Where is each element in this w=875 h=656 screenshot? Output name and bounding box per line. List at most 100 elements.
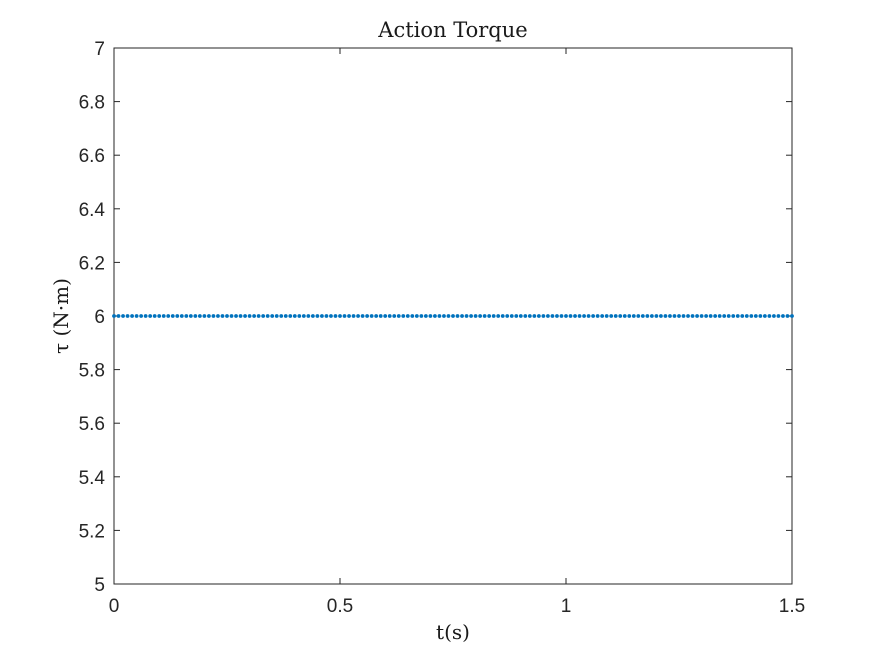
data-point <box>197 314 202 318</box>
y-tick-label: 5.4 <box>79 468 106 489</box>
data-point <box>785 314 790 318</box>
data-series-points <box>112 314 794 318</box>
data-point <box>374 314 379 318</box>
data-point <box>482 314 487 318</box>
data-point <box>392 314 397 318</box>
data-point <box>234 314 238 318</box>
data-point <box>261 314 266 318</box>
data-point <box>735 314 740 318</box>
data-point <box>555 314 559 318</box>
data-point <box>297 314 302 318</box>
data-point <box>600 314 605 318</box>
data-point <box>595 314 600 318</box>
data-point <box>347 314 351 318</box>
data-point <box>523 314 528 318</box>
data-point <box>527 314 532 318</box>
x-tick-label: 0.5 <box>327 596 353 617</box>
data-point <box>252 314 257 318</box>
data-point <box>591 314 596 318</box>
data-point <box>776 314 781 318</box>
data-point <box>265 314 270 318</box>
data-point <box>148 314 153 318</box>
data-point <box>663 314 668 318</box>
data-point <box>491 314 496 318</box>
data-point <box>247 314 252 318</box>
data-point <box>333 314 338 318</box>
data-point <box>243 314 247 318</box>
data-point <box>170 314 175 318</box>
data-point <box>582 314 586 318</box>
data-point <box>270 314 275 318</box>
data-point <box>546 314 550 318</box>
y-tick-label: 5.8 <box>79 361 105 382</box>
data-point <box>772 314 776 318</box>
data-point <box>130 314 134 318</box>
data-point <box>758 314 763 318</box>
data-point <box>396 314 401 318</box>
data-point <box>668 314 672 318</box>
data-point <box>405 314 410 318</box>
data-point <box>695 314 699 318</box>
data-point <box>310 314 315 318</box>
data-point <box>279 314 284 318</box>
data-point <box>455 314 460 318</box>
x-tick-label: 1 <box>561 596 572 617</box>
data-point <box>609 314 614 318</box>
data-point <box>365 314 370 318</box>
data-point <box>338 314 342 318</box>
data-point <box>790 314 794 318</box>
data-point <box>414 314 419 318</box>
x-tick-label: 1.5 <box>779 596 805 617</box>
data-point <box>179 314 184 318</box>
data-point <box>211 314 216 318</box>
data-point <box>713 314 718 318</box>
data-point <box>202 314 207 318</box>
data-point <box>586 314 591 318</box>
data-point <box>469 314 473 318</box>
data-point <box>726 314 731 318</box>
y-tick-label: 5.6 <box>79 414 105 435</box>
data-point <box>564 314 568 318</box>
data-point <box>636 314 641 318</box>
data-point <box>573 314 577 318</box>
data-point <box>207 314 211 318</box>
data-point <box>699 314 704 318</box>
data-point <box>184 314 189 318</box>
data-point <box>225 314 229 318</box>
data-point <box>378 314 383 318</box>
data-point <box>301 314 306 318</box>
data-point <box>631 314 636 318</box>
data-point <box>451 314 455 318</box>
data-point <box>622 314 627 318</box>
data-point <box>351 314 356 318</box>
y-tick-label: 7 <box>94 39 105 60</box>
data-point <box>356 314 360 318</box>
data-point <box>446 314 451 318</box>
data-point <box>532 314 537 318</box>
data-point <box>324 314 329 318</box>
data-point <box>604 314 609 318</box>
data-point <box>686 314 690 318</box>
data-point <box>216 314 220 318</box>
data-point <box>161 314 166 318</box>
data-point <box>649 314 654 318</box>
data-point <box>125 314 130 318</box>
y-axis-label: τ (N·m) <box>49 278 73 354</box>
data-point <box>762 314 767 318</box>
data-point <box>717 314 722 318</box>
chart-title: Action Torque <box>377 18 527 42</box>
data-point <box>315 314 320 318</box>
data-point <box>500 314 505 318</box>
y-tick-label: 5 <box>94 575 105 596</box>
data-point <box>659 314 663 318</box>
data-point <box>193 314 198 318</box>
data-point <box>740 314 745 318</box>
data-point <box>460 314 464 318</box>
data-point <box>121 314 125 318</box>
data-point <box>722 314 727 318</box>
data-point <box>166 314 171 318</box>
data-point <box>433 314 437 318</box>
data-point <box>143 314 148 318</box>
data-point <box>112 314 116 318</box>
x-axis-tick-labels: 0 0.5 1 1.5 <box>109 596 806 617</box>
